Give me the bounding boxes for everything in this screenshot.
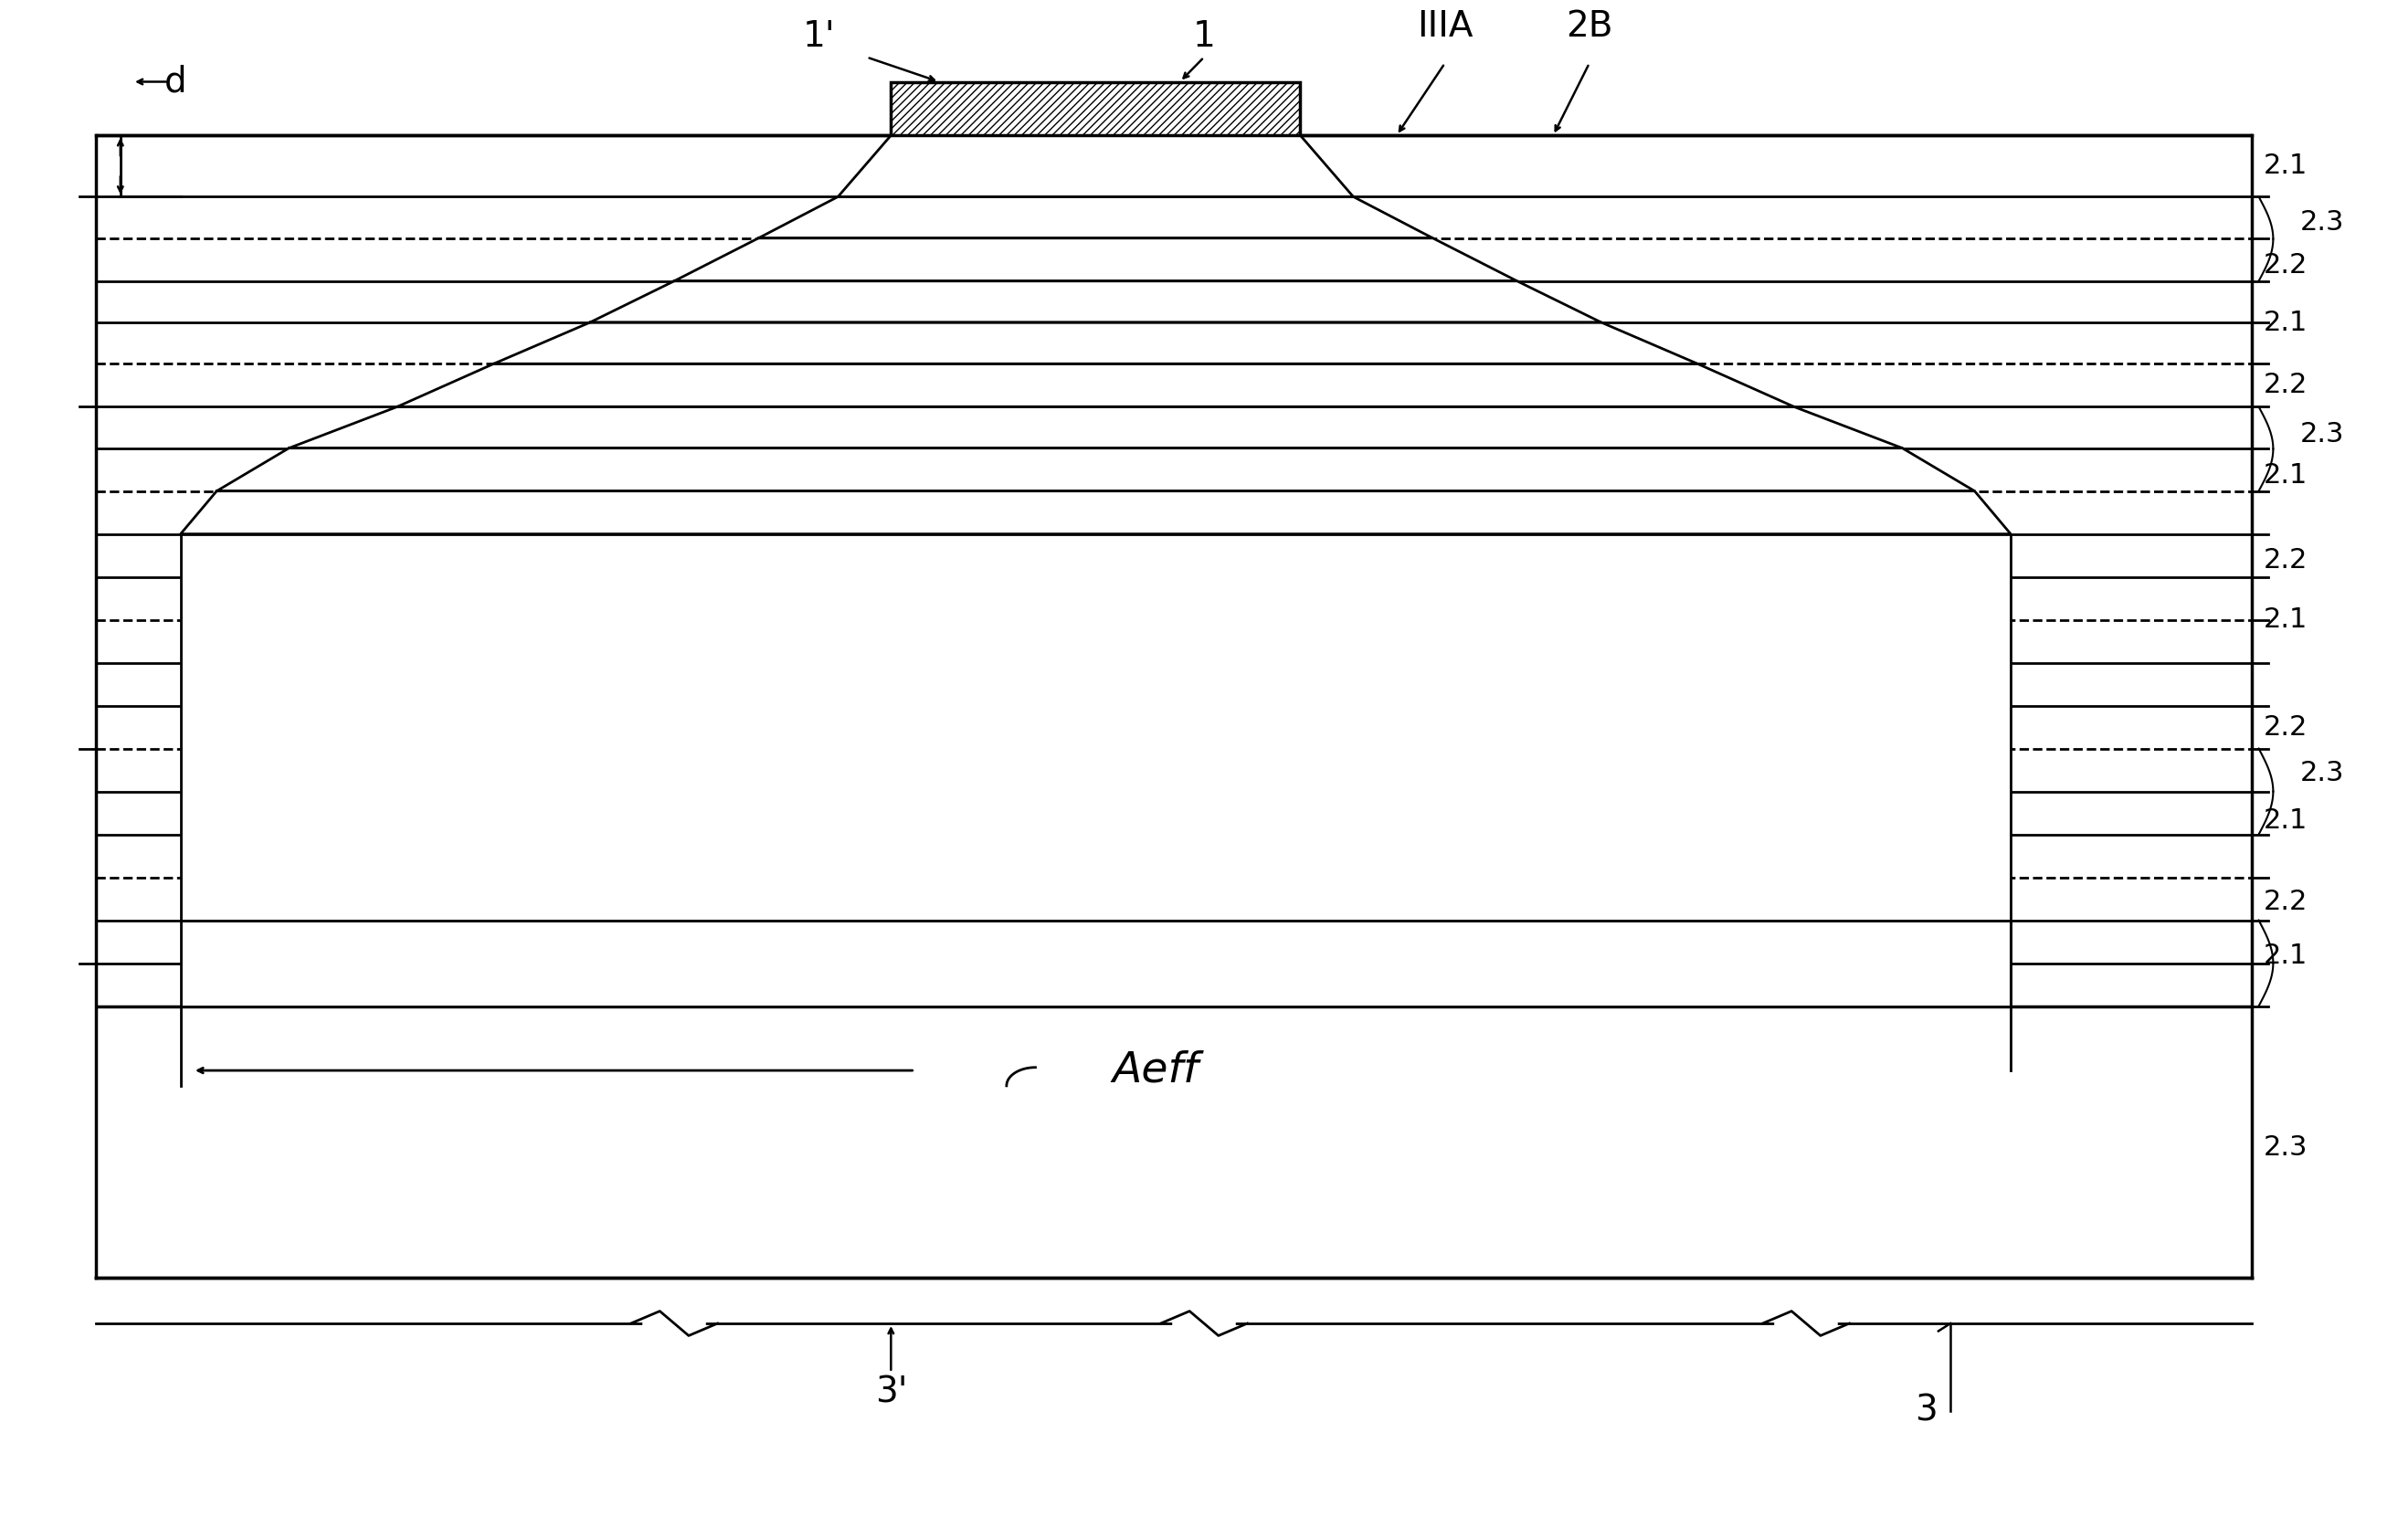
Polygon shape (759, 197, 1433, 238)
Text: 2.1: 2.1 (2264, 309, 2307, 335)
Text: 2.2: 2.2 (2264, 714, 2307, 740)
Text: 2.2: 2.2 (2264, 252, 2307, 278)
Text: 2.3: 2.3 (2300, 209, 2343, 235)
Text: 2.1: 2.1 (2264, 606, 2307, 634)
Bar (891, 82, 1300, 135)
Text: 3: 3 (1914, 1393, 1938, 1429)
Text: Aeff: Aeff (1112, 1050, 1199, 1090)
Text: 1': 1' (802, 20, 836, 54)
Text: 2.2: 2.2 (2264, 889, 2307, 915)
Text: d: d (164, 65, 188, 98)
Polygon shape (494, 323, 1698, 365)
Polygon shape (838, 135, 1353, 197)
Text: 2.1: 2.1 (2264, 152, 2307, 180)
Polygon shape (217, 448, 1975, 491)
Text: 2.3: 2.3 (2264, 1134, 2307, 1160)
Text: IIIA: IIIA (1416, 9, 1474, 43)
Text: 2.1: 2.1 (2264, 943, 2307, 969)
Polygon shape (289, 406, 1902, 448)
Polygon shape (590, 281, 1601, 323)
Text: 2.3: 2.3 (2300, 421, 2343, 448)
Polygon shape (181, 920, 2011, 1006)
Polygon shape (397, 365, 1794, 406)
Text: 3': 3' (874, 1375, 908, 1410)
Text: 2.2: 2.2 (2264, 548, 2307, 574)
Polygon shape (181, 491, 2011, 534)
Text: 2B: 2B (1565, 9, 1613, 43)
Text: 1: 1 (1192, 20, 1216, 54)
Text: 2.1: 2.1 (2264, 807, 2307, 834)
Polygon shape (674, 238, 1517, 281)
Text: 2.2: 2.2 (2264, 372, 2307, 398)
Text: 2.1: 2.1 (2264, 463, 2307, 489)
Polygon shape (181, 534, 2011, 920)
Text: 2.3: 2.3 (2300, 760, 2343, 786)
